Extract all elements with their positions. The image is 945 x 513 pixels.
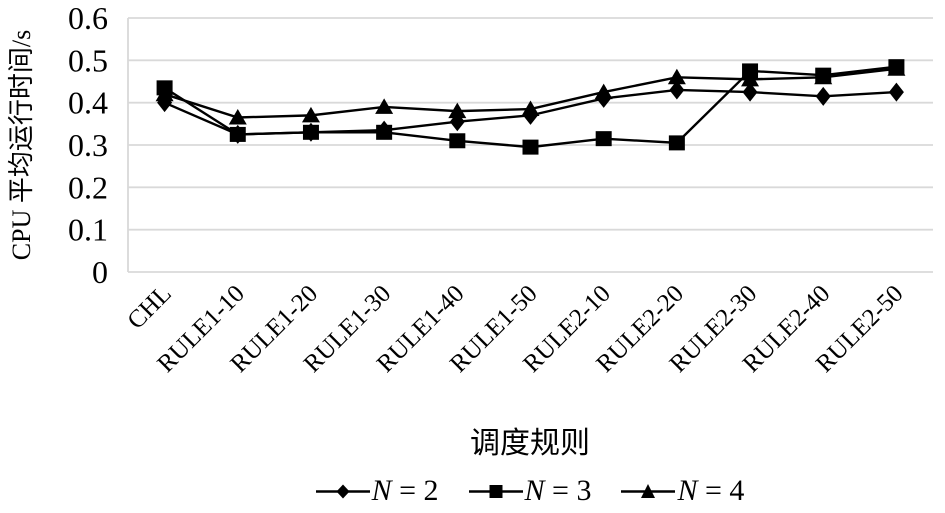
data-point <box>742 82 758 102</box>
legend-item-n4: N = 4 <box>621 474 744 508</box>
data-point <box>449 133 466 149</box>
square-marker-icon <box>468 484 523 498</box>
data-point <box>375 98 394 114</box>
y-tick-label: 0.1 <box>68 212 108 248</box>
y-tick-label: 0.2 <box>68 169 108 205</box>
legend-label-var: N <box>371 474 392 507</box>
data-point <box>522 139 539 155</box>
data-point <box>888 59 905 75</box>
diamond-marker-icon <box>315 484 370 498</box>
y-tick-label: 0.6 <box>68 0 108 36</box>
y-tick-label: 0 <box>92 254 108 290</box>
data-point <box>156 80 173 96</box>
legend-label-value: = 3 <box>544 474 592 507</box>
data-point <box>741 70 760 87</box>
data-point <box>888 82 904 102</box>
triangle-marker-icon <box>621 483 676 498</box>
series-square <box>156 59 905 155</box>
legend-label-value: = 2 <box>391 474 439 507</box>
data-point <box>448 102 467 119</box>
legend-item-n2: N = 2 <box>315 474 439 508</box>
data-point <box>667 68 686 85</box>
legend: N = 2 N = 3 N = 4 <box>0 474 945 508</box>
x-tick-label: CHL <box>122 280 176 334</box>
data-point <box>742 63 759 79</box>
series-triangle <box>155 60 906 125</box>
data-point <box>594 83 613 100</box>
data-point <box>301 106 320 123</box>
legend-item-n3: N = 3 <box>468 474 592 508</box>
data-point <box>815 67 832 83</box>
legend-label-var: N <box>677 474 698 507</box>
legend-label-var: N <box>524 474 545 507</box>
data-point <box>229 126 246 142</box>
data-point <box>376 124 393 140</box>
x-axis-title: 调度规则 <box>470 427 590 460</box>
y-tick-label: 0.3 <box>68 127 108 163</box>
data-point <box>302 124 319 140</box>
data-point <box>521 100 540 117</box>
tick-labels: 00.10.20.30.40.50.6CHLRULE1-10RULE1-20RU… <box>68 0 909 378</box>
legend-label-value: = 4 <box>697 474 745 507</box>
data-point <box>668 135 685 151</box>
y-axis-title: CPU 平均运行时间/s <box>7 30 36 260</box>
y-tick-label: 0.4 <box>68 85 108 121</box>
data-point <box>669 80 685 100</box>
data-point <box>228 108 247 125</box>
data-point <box>815 86 831 106</box>
y-tick-label: 0.5 <box>68 42 108 78</box>
data-series <box>155 59 906 155</box>
data-point <box>595 131 612 147</box>
